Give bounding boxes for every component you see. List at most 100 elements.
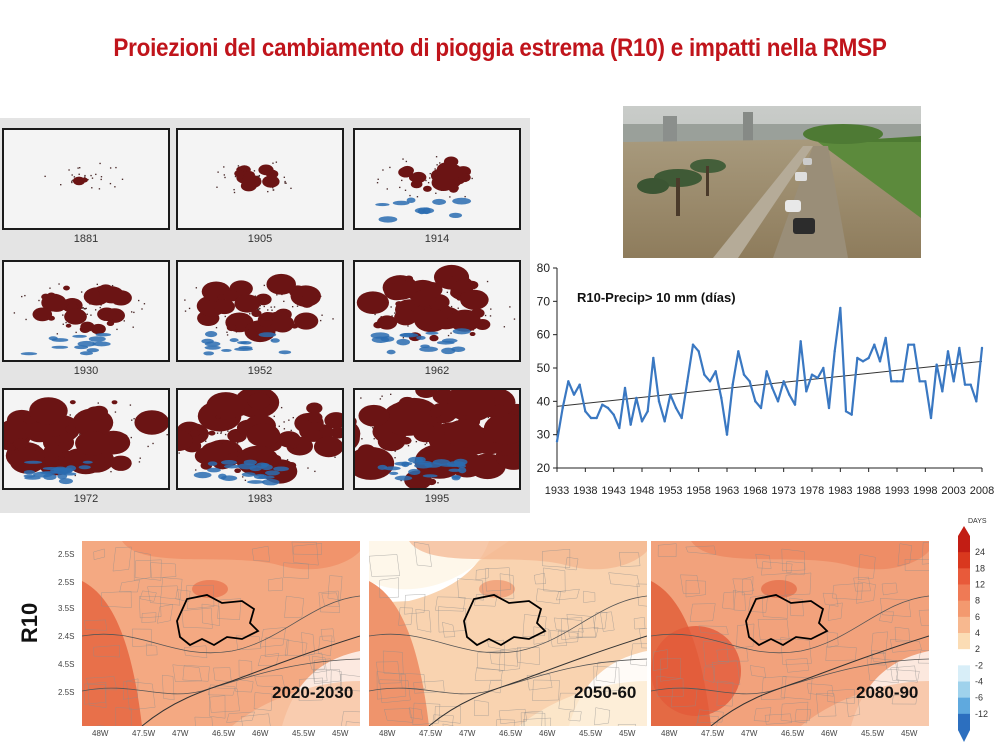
- chart-title: R10-Precip> 10 mm (días): [577, 290, 736, 305]
- data-point: [601, 403, 604, 406]
- y-tick-label: 80: [537, 261, 551, 275]
- colorbar-tick-label: 18: [975, 563, 985, 573]
- urban-map-year-label: 1930: [73, 365, 99, 377]
- colorbar-swatch: [958, 665, 970, 682]
- urban-map-1952: [176, 260, 344, 362]
- longitude-label: 47.5W: [132, 729, 156, 738]
- data-point: [793, 403, 797, 406]
- data-point: [884, 336, 887, 340]
- r10-line-chart: 20 30 40 50 60 70 80 1933 1938 1943 1948 1953 1958 19…: [537, 261, 995, 497]
- colorbar-swatch: [958, 713, 970, 731]
- longitude-label: 48W: [92, 729, 109, 738]
- rmsp-outline: [745, 594, 829, 647]
- data-point: [646, 410, 649, 413]
- series-group: [555, 306, 984, 443]
- longitude-label: 47.5W: [419, 729, 443, 738]
- colorbar-swatch: [958, 681, 970, 699]
- rmsp-outline: [176, 594, 260, 647]
- data-point: [691, 343, 695, 346]
- colorbar-arrow-down: [958, 730, 970, 742]
- longitude-label: 46W: [252, 729, 269, 738]
- data-point: [980, 346, 984, 350]
- colorbar-tick-label: -4: [975, 677, 983, 687]
- data-point: [833, 350, 836, 353]
- colorbar-tick-label: 24: [975, 547, 985, 557]
- data-point: [635, 396, 638, 400]
- data-point: [606, 406, 610, 410]
- data-point: [867, 356, 870, 360]
- data-point: [663, 420, 666, 423]
- colorbar-tick-label: 2: [975, 644, 980, 654]
- data-point: [561, 406, 564, 410]
- data-point: [895, 380, 899, 383]
- rmsp-outline: [463, 594, 547, 647]
- longitude-label: 47W: [172, 729, 189, 738]
- data-point: [844, 410, 848, 413]
- x-tick-label: 1938: [573, 485, 597, 497]
- urban-map-year-label: 1962: [424, 365, 450, 377]
- urban-map-year-label: 1905: [247, 233, 273, 245]
- longitude-label: 46.5W: [781, 729, 805, 738]
- latitude-label: 2.5S: [58, 578, 75, 587]
- colorbar-tick-label: -12: [975, 709, 988, 719]
- x-tick-label: 1983: [828, 485, 852, 497]
- data-point: [742, 373, 746, 376]
- data-point: [759, 406, 763, 410]
- data-point: [776, 400, 780, 403]
- y-tick-label: 50: [537, 361, 551, 375]
- longitude-label: 47W: [459, 729, 476, 738]
- longitude-label: 48W: [379, 729, 396, 738]
- colorbar-swatch: [958, 697, 970, 715]
- colorbar: DAYS 24 18 12 8 6 4 2 -2 -4 -6 -12: [958, 518, 988, 742]
- colorbar-arrow-up: [958, 526, 970, 536]
- data-point: [674, 406, 678, 410]
- x-tick-label: 1943: [601, 485, 625, 497]
- x-tick-label: 1958: [686, 485, 710, 497]
- data-point: [669, 393, 672, 396]
- urban-map-year-label: 1972: [73, 493, 99, 505]
- x-tick-label: 1933: [545, 485, 569, 497]
- series-line: [555, 306, 984, 442]
- longitude-label: 45.5W: [292, 729, 316, 738]
- urban-map-1972: [2, 388, 170, 490]
- data-point: [640, 420, 644, 423]
- colorbar-swatch: [958, 600, 970, 618]
- colorbar-swatch: [958, 568, 970, 585]
- data-point: [612, 413, 615, 416]
- data-point: [567, 380, 570, 383]
- data-point: [952, 380, 955, 383]
- x-tick-label: 2008: [970, 485, 994, 497]
- y-tick-label: 30: [537, 428, 551, 442]
- data-point: [686, 380, 689, 383]
- data-point: [799, 340, 802, 343]
- longitude-label: 46.5W: [212, 729, 236, 738]
- data-point: [652, 356, 655, 360]
- data-point: [725, 433, 729, 436]
- colorbar-swatch: [958, 649, 970, 666]
- projection-map-2080-90: [651, 541, 929, 726]
- longitude-label: 45.5W: [579, 729, 603, 738]
- data-point: [578, 383, 581, 386]
- urban-map-year-label: 1995: [424, 493, 450, 505]
- data-point: [890, 380, 893, 383]
- data-point: [941, 390, 944, 393]
- longitude-label: 46W: [821, 729, 838, 738]
- data-point: [595, 416, 598, 420]
- data-point: [754, 400, 757, 403]
- longitude-label: 45.5W: [861, 729, 885, 738]
- x-tick-label: 1978: [800, 485, 824, 497]
- latitude-label: 2.4S: [58, 632, 75, 641]
- data-point: [589, 416, 593, 420]
- x-tick-label: 1953: [658, 485, 682, 497]
- data-point: [629, 423, 632, 426]
- urban-map-1983: [176, 388, 344, 490]
- data-point: [856, 356, 859, 360]
- colorbar-tick-label: -6: [975, 693, 983, 703]
- x-tick-label: 1993: [885, 485, 909, 497]
- colorbar-swatch: [958, 616, 970, 634]
- data-point: [901, 380, 904, 383]
- chart-axes: 20 30 40 50 60 70 80 1933 1938 1943 1948 1953 1958 19…: [537, 261, 995, 497]
- page-title: Proiezioni del cambiamento di pioggia es…: [113, 34, 887, 62]
- colorbar-unit: DAYS: [968, 518, 987, 525]
- y-tick-label: 20: [537, 461, 551, 475]
